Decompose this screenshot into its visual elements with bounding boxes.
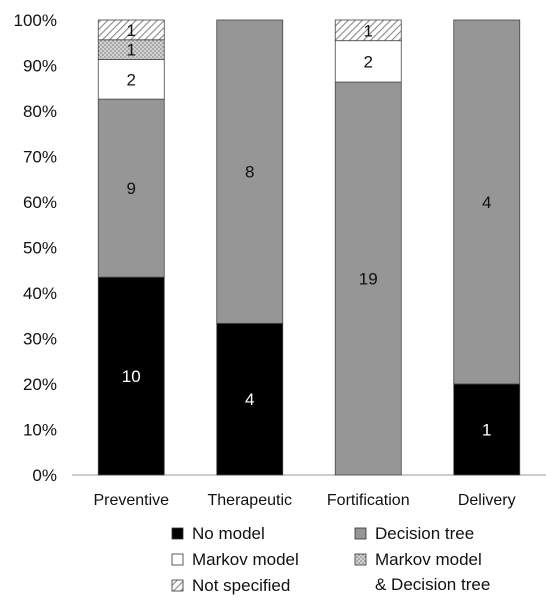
data-label: 1: [364, 21, 373, 40]
legend-label: Markov model: [192, 550, 299, 569]
y-tick-label: 50%: [23, 239, 57, 258]
data-label: 19: [359, 270, 378, 289]
data-label: 1: [127, 21, 136, 40]
x-tick-label: Preventive: [93, 492, 169, 509]
y-tick-label: 80%: [23, 102, 57, 121]
y-tick-label: 70%: [23, 148, 57, 167]
legend: No model Decision tree Markov model Markov …: [172, 524, 490, 595]
x-tick-label: Therapeutic: [208, 492, 293, 509]
legend-swatch-4: [172, 580, 183, 591]
data-label: 4: [482, 193, 491, 212]
y-tick-label: 40%: [23, 284, 57, 303]
data-label: 1: [482, 421, 491, 440]
y-tick-label: 30%: [23, 330, 57, 349]
legend-label: Markov model: [375, 550, 482, 569]
x-tick-label: Fortification: [327, 492, 410, 509]
data-label: 9: [127, 179, 136, 198]
legend-swatch-0: [172, 528, 183, 539]
data-label: 2: [364, 52, 373, 71]
data-label: 8: [245, 163, 254, 182]
legend-label: Decision tree: [375, 524, 474, 543]
data-label: 4: [245, 390, 254, 409]
y-tick-label: 90%: [23, 57, 57, 76]
data-label: 1: [127, 41, 136, 60]
legend-label: No model: [192, 524, 265, 543]
legend-label: & Decision tree: [375, 575, 490, 594]
legend-swatch-2: [172, 554, 183, 565]
data-label: 10: [122, 367, 141, 386]
legend-label: Not specified: [192, 576, 290, 595]
legend-swatch-3: [355, 554, 366, 565]
y-tick-label: 20%: [23, 375, 57, 394]
data-label: 2: [127, 70, 136, 89]
legend-swatch-1: [355, 528, 366, 539]
y-tick-label: 100%: [14, 11, 57, 30]
y-tick-label: 10%: [23, 421, 57, 440]
x-tick-label: Delivery: [458, 492, 516, 509]
y-tick-label: 60%: [23, 193, 57, 212]
y-tick-label: 0%: [32, 466, 57, 485]
